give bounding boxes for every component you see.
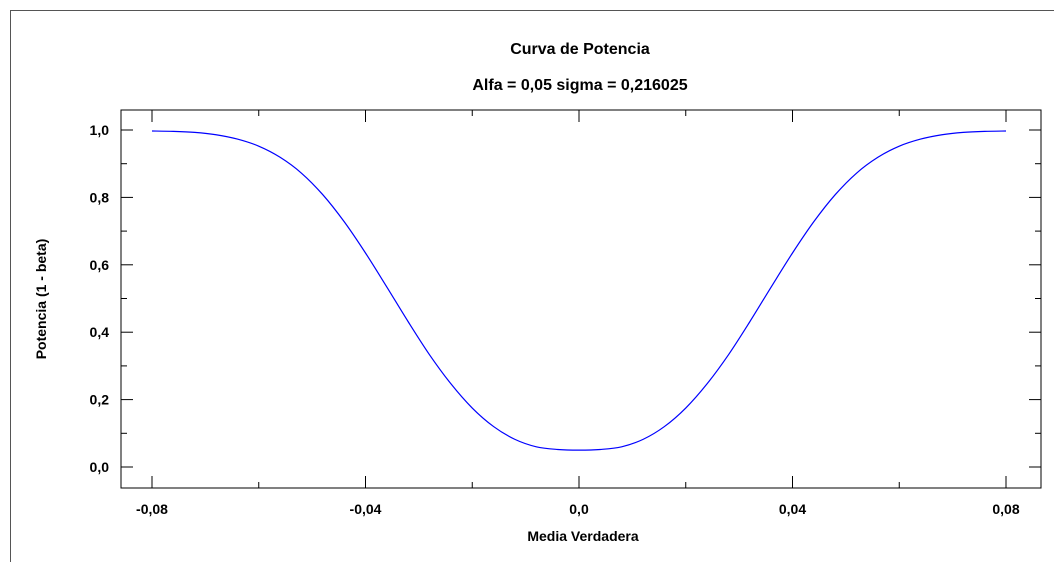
x-axis-label: Media Verdadera (527, 528, 638, 544)
x-tick-label: 0,0 (569, 501, 589, 517)
y-tick-label: 0,6 (90, 257, 110, 273)
chart-title: Curva de Potencia (510, 41, 650, 58)
x-tick-label: -0,08 (136, 501, 168, 517)
chart-frame (10, 10, 1054, 562)
y-tick-label: 0,2 (90, 392, 110, 408)
x-tick-label: -0,04 (350, 501, 382, 517)
y-axis: 0,0 0,2 0,4 0,6 0,8 1,0 (90, 122, 1041, 475)
y-axis-label: Potencia (1 - beta) (33, 239, 49, 360)
y-tick-label: 0,0 (90, 459, 110, 475)
y-tick-label: 0,4 (90, 324, 110, 340)
y-tick-label: 1,0 (90, 122, 110, 138)
series-layer (151, 130, 1007, 451)
y-tick-label: 0,8 (90, 189, 110, 205)
chart-subtitle: Alfa = 0,05 sigma = 0,216025 (472, 77, 687, 94)
x-axis: -0,08 -0,04 0,0 0,04 0,08 (136, 110, 1020, 517)
x-tick-label: 0,04 (779, 501, 806, 517)
plot-area (120, 109, 1042, 489)
power-curve-line (151, 130, 1007, 451)
x-tick-label: 0,08 (992, 501, 1019, 517)
